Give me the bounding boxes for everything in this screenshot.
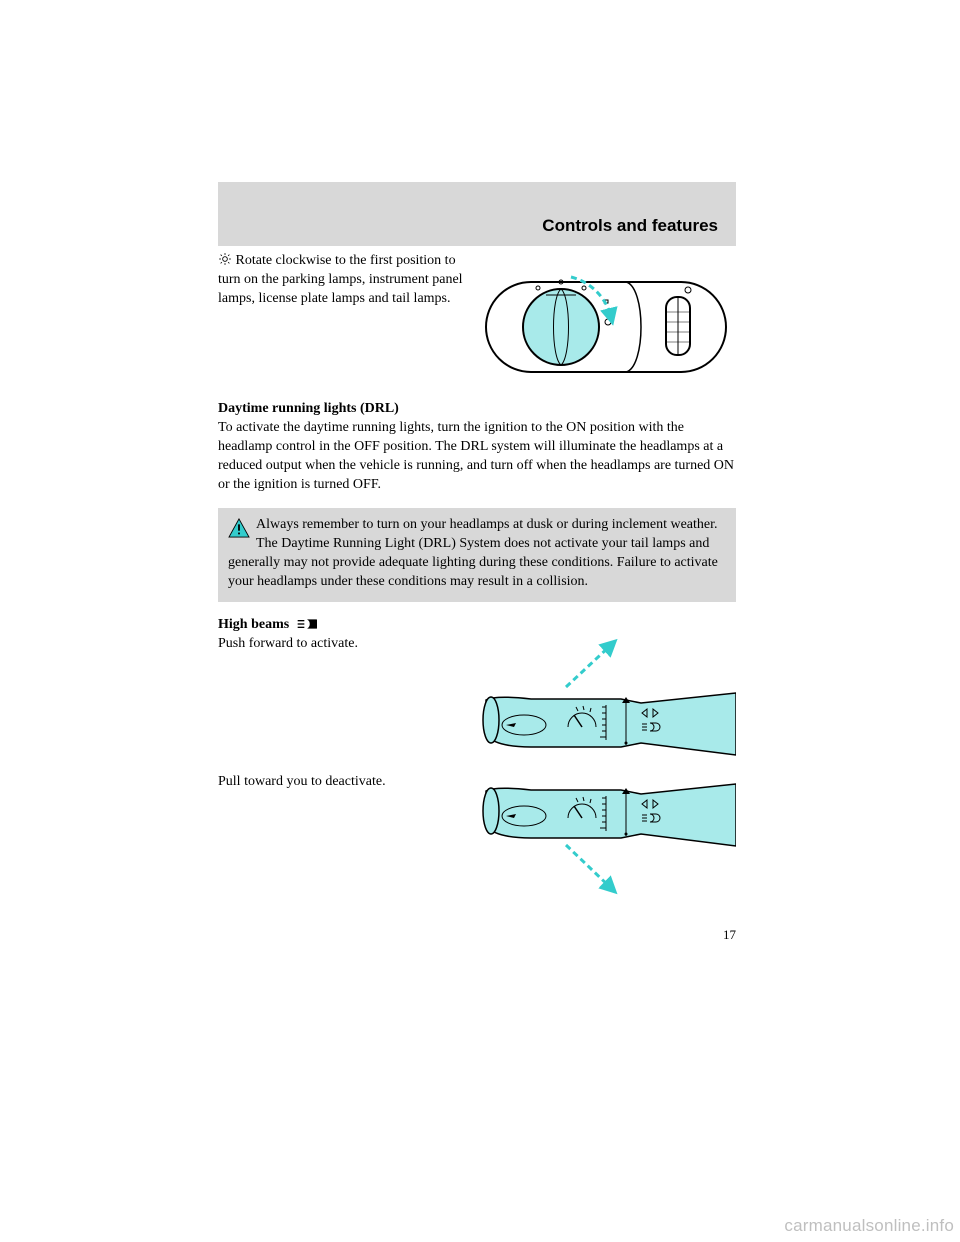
manual-page: Controls and features (218, 182, 736, 943)
highbeam-step1-row: Push forward to activate. (218, 635, 736, 765)
watermark: carmanualsonline.info (784, 1216, 954, 1236)
highbeam-step1-text: Push forward to activate. (218, 635, 466, 765)
highbeam-step2-text: Pull toward you to deactivate. (218, 773, 466, 903)
warning-text: Always remember to turn on your headlamp… (228, 517, 718, 589)
stalk-figure-back (476, 773, 736, 903)
page-number: 17 (218, 927, 736, 943)
stalk-figure-forward (476, 635, 736, 765)
warning-box: Always remember to turn on your headlamp… (218, 508, 736, 602)
drl-lead-text: Rotate clockwise to the first position t… (218, 252, 466, 392)
drl-intro-row: Rotate clockwise to the first position t… (218, 252, 736, 392)
header-title: Controls and features (542, 216, 718, 236)
parking-lamp-icon (218, 253, 236, 268)
high-beam-icon (297, 617, 317, 632)
highbeam-step2-row: Pull toward you to deactivate. (218, 773, 736, 903)
headlamp-control-figure (476, 252, 736, 392)
drl-body: To activate the daytime running lights, … (218, 419, 736, 495)
highbeam-heading: High beams (218, 616, 736, 635)
drl-heading: Daytime running lights (DRL) (218, 400, 736, 419)
drl-lead-in: Rotate clockwise to the first position t… (218, 253, 463, 306)
warning-icon (228, 518, 250, 538)
header-bar: Controls and features (218, 182, 736, 246)
